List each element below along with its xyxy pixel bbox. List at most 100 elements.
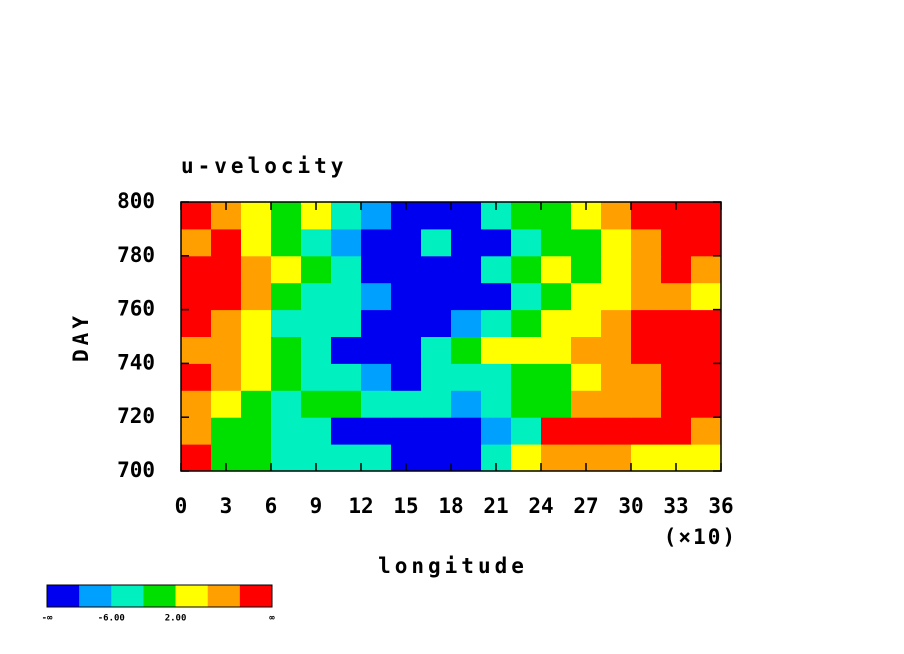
heat-cell: [541, 444, 572, 472]
heat-cell: [571, 363, 602, 391]
heat-cell: [361, 390, 392, 418]
heat-cell: [451, 228, 482, 257]
heat-cell: [511, 336, 542, 364]
heat-cell: [211, 228, 242, 257]
heat-cell: [241, 282, 272, 311]
y-tick-label: 780: [117, 243, 155, 267]
heat-cell: [331, 309, 362, 337]
heat-cell: [241, 417, 272, 445]
y-axis-label: DAY: [69, 312, 93, 362]
colorbar-label: 2.00: [165, 614, 187, 624]
heat-cell: [361, 363, 392, 391]
heat-cell: [631, 282, 662, 311]
heat-cell: [511, 202, 542, 230]
heat-cell: [691, 228, 722, 257]
heat-cell: [571, 417, 602, 445]
x-tick-label: 18: [438, 494, 463, 518]
heat-cell: [451, 336, 482, 364]
heat-cell: [511, 390, 542, 418]
heat-cell: [631, 363, 662, 391]
heat-cell: [181, 255, 212, 284]
colorbar-label: -6.00: [98, 614, 125, 624]
heat-cell: [361, 309, 392, 337]
heat-cell: [691, 282, 722, 311]
heat-cell: [661, 336, 692, 364]
heat-cell: [451, 282, 482, 311]
heat-cell: [211, 417, 242, 445]
heat-cell: [181, 363, 212, 391]
heat-cell: [331, 390, 362, 418]
y-tick-label: 700: [117, 458, 155, 482]
heat-cell: [271, 228, 302, 257]
heat-cell: [301, 255, 332, 284]
heat-cell: [661, 363, 692, 391]
heat-cell: [211, 336, 242, 364]
colorbar-swatch: [111, 585, 144, 607]
heat-cell: [661, 282, 692, 311]
heat-cell: [451, 309, 482, 337]
heat-cell: [661, 255, 692, 284]
heat-cell: [481, 282, 512, 311]
heat-cell: [631, 336, 662, 364]
heat-cell: [631, 255, 662, 284]
y-tick-label: 720: [117, 404, 155, 428]
heat-cell: [211, 363, 242, 391]
x-tick-label: 30: [618, 494, 643, 518]
heat-cell: [571, 390, 602, 418]
heat-cell: [241, 228, 272, 257]
heat-cell: [331, 363, 362, 391]
colorbar-label: ∞: [269, 614, 275, 624]
heat-cell: [451, 444, 482, 472]
heat-cell: [541, 336, 572, 364]
heat-cell: [481, 417, 512, 445]
heat-cell: [361, 417, 392, 445]
heat-cell: [271, 309, 302, 337]
heat-cell: [181, 444, 212, 472]
heat-cell: [601, 336, 632, 364]
heat-cell: [331, 444, 362, 472]
heat-cell: [451, 202, 482, 230]
heat-cell: [271, 282, 302, 311]
heat-cell: [691, 202, 722, 230]
heat-cell: [601, 444, 632, 472]
heat-cell: [181, 228, 212, 257]
heat-cell: [691, 444, 722, 472]
heat-cell: [391, 228, 422, 257]
heat-cell: [271, 444, 302, 472]
heat-cell: [301, 228, 332, 257]
x-tick-label: 21: [483, 494, 508, 518]
heat-cell: [571, 282, 602, 311]
heat-cell: [511, 309, 542, 337]
heat-cell: [571, 336, 602, 364]
heat-cell: [541, 255, 572, 284]
heat-cell: [601, 282, 632, 311]
heat-cell: [241, 202, 272, 230]
heat-cell: [451, 417, 482, 445]
heat-cell: [241, 336, 272, 364]
heat-cell: [541, 363, 572, 391]
heat-cell: [241, 309, 272, 337]
heat-cell: [421, 255, 452, 284]
heat-cell: [601, 417, 632, 445]
heat-cell: [541, 417, 572, 445]
x-tick-label: 3: [220, 494, 233, 518]
heat-cell: [451, 255, 482, 284]
heat-cell: [331, 282, 362, 311]
heat-cell: [691, 390, 722, 418]
heat-cell: [181, 390, 212, 418]
x-tick-label: 6: [265, 494, 278, 518]
x-tick-label: 0: [175, 494, 188, 518]
heat-cell: [451, 390, 482, 418]
y-tick-label: 740: [117, 350, 155, 374]
heat-cell: [301, 417, 332, 445]
heat-cell: [391, 390, 422, 418]
heat-cell: [331, 417, 362, 445]
x-multiplier: (×10): [664, 525, 737, 549]
x-tick-label: 12: [348, 494, 373, 518]
heat-cell: [631, 309, 662, 337]
heat-cell: [181, 282, 212, 311]
colorbar-frame: [46, 584, 273, 608]
x-tick-label: 9: [310, 494, 323, 518]
heat-cell: [481, 363, 512, 391]
